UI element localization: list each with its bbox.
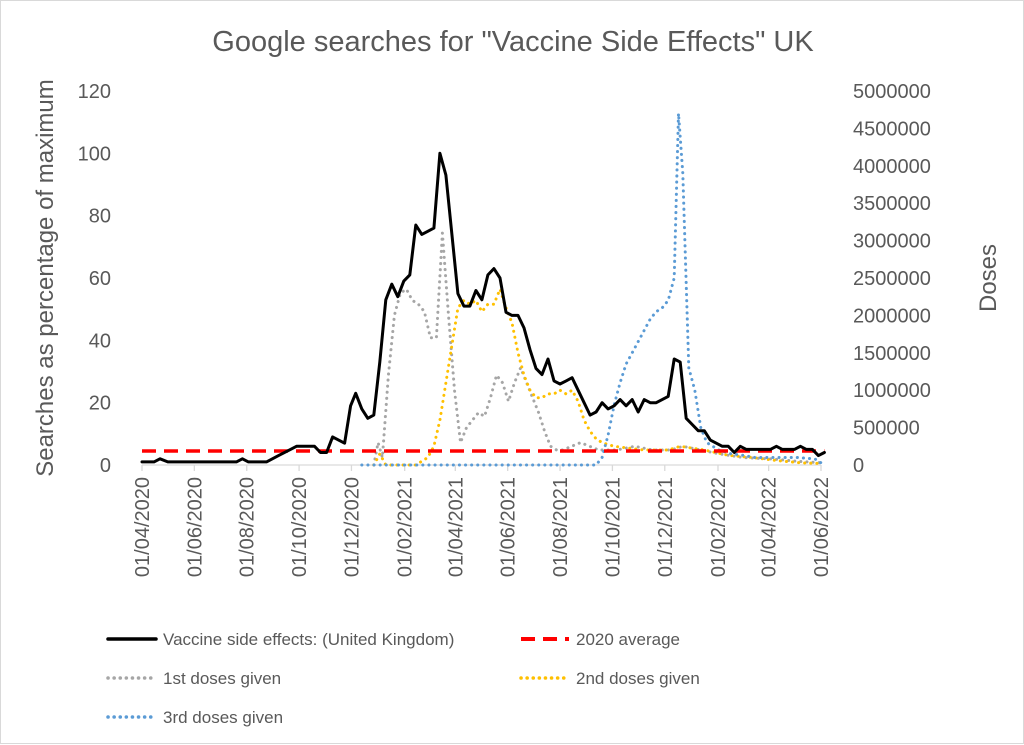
series-line-3rd-doses-given (360, 111, 823, 467)
series-line-2nd-doses-given (372, 287, 823, 467)
y-tick-label: 60 (89, 268, 111, 290)
legend: Vaccine side effects: (United Kingdom) 20… (106, 630, 700, 727)
legend-label: 2nd doses given (576, 669, 700, 688)
y2-tick-label: 2000000 (853, 305, 931, 327)
y-tick-label: 80 (89, 206, 111, 228)
legend-label: 2020 average (576, 630, 680, 649)
x-tick-label: 01/06/2022 (811, 477, 833, 577)
y2-tick-label: 4000000 (853, 156, 931, 178)
y-tick-label: 100 (78, 143, 111, 165)
y2-tick-label: 500000 (853, 418, 920, 440)
x-tick-label: 01/04/2021 (445, 477, 467, 577)
x-tick-label: 01/12/2021 (655, 477, 677, 577)
y2-tick-label: 0 (853, 455, 864, 477)
y2-tick-label: 3500000 (853, 193, 931, 215)
x-tick-label: 01/08/2021 (550, 477, 572, 577)
legend-label: 1st doses given (163, 669, 281, 688)
x-tick-label: 01/12/2020 (341, 477, 363, 577)
y-tick-label: 20 (89, 393, 111, 415)
y2-tick-label: 3000000 (853, 231, 931, 253)
series-line-vaccine-side-effects-united-kingdom (140, 151, 826, 464)
y2-tick-label: 1500000 (853, 343, 931, 365)
series-line-1st-doses-given (372, 231, 823, 467)
x-tick-label: 01/02/2022 (708, 477, 730, 577)
series-layer (140, 111, 826, 467)
chart-title: Google searches for "Vaccine Side Effect… (212, 26, 814, 58)
y-tick-label: 120 (78, 81, 111, 103)
y-axis-title: Searches as percentage of maximum (32, 79, 59, 477)
y2-axis-title: Doses (975, 244, 1002, 312)
y2-tick-label: 4500000 (853, 118, 931, 140)
x-tick-label: 01/02/2021 (395, 477, 417, 577)
x-tick-label: 01/10/2020 (289, 477, 311, 577)
y-tick-label: 0 (100, 455, 111, 477)
legend-label: Vaccine side effects: (United Kingdom) (163, 630, 454, 649)
y2-tick-label: 1000000 (853, 380, 931, 402)
axes-layer: 01/04/2020 01/06/2020 01/08/2020 01/10/2020… (32, 79, 1002, 577)
x-tick-label: 01/06/2021 (498, 477, 520, 577)
x-tick-label: 01/08/2020 (237, 477, 259, 577)
x-tick-label: 01/06/2020 (184, 477, 206, 577)
legend-label: 3rd doses given (163, 708, 283, 727)
x-tick-label: 01/04/2020 (132, 477, 154, 577)
y-tick-label: 40 (89, 330, 111, 352)
x-tick-label: 01/10/2021 (602, 477, 624, 577)
y2-tick-label: 5000000 (853, 81, 931, 103)
x-tick-label: 01/04/2022 (759, 477, 781, 577)
y2-tick-label: 2500000 (853, 268, 931, 290)
